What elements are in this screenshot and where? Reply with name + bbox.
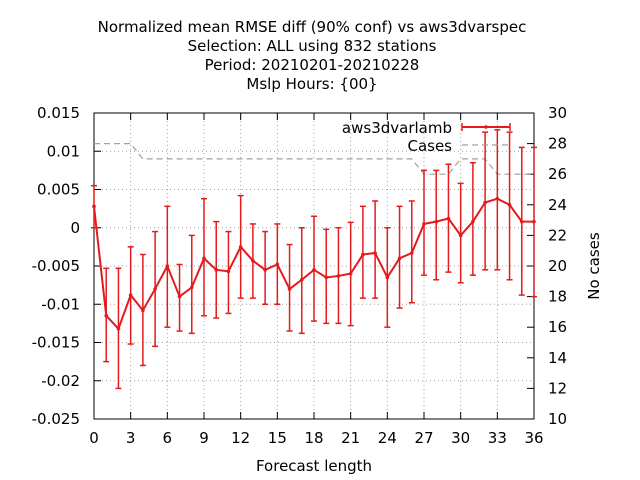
data-point (251, 258, 255, 263)
data-point (263, 268, 267, 272)
error-bar (188, 234, 195, 335)
error-bar (372, 200, 379, 299)
data-point (373, 251, 377, 255)
data-point (532, 219, 536, 224)
data-point (299, 277, 304, 282)
legend-label-aws3dvarlamb: aws3dvarlamb (342, 119, 452, 137)
y2-tick-label: 22 (548, 226, 567, 244)
x-tick-label: 15 (268, 429, 287, 447)
x-tick-label: 27 (414, 429, 433, 447)
x-tick-label: 3 (126, 429, 136, 447)
y-tick-label: -0.025 (32, 410, 80, 428)
error-bar (262, 230, 269, 305)
chart-title: Normalized mean RMSE diff (90% conf) vs … (98, 18, 527, 93)
data-point (324, 275, 329, 280)
y2-tick-label: 24 (548, 196, 567, 214)
y2-tick-label: 28 (548, 135, 567, 153)
x-axis-label: Forecast length (256, 457, 372, 475)
y2-tick-label: 18 (548, 288, 567, 306)
error-bar (359, 205, 366, 299)
data-point (422, 222, 426, 226)
y2-tick-label: 16 (548, 318, 567, 336)
data-point (128, 293, 133, 297)
legend: aws3dvarlamb Cases (342, 119, 511, 155)
y-tick-label: 0 (70, 219, 80, 237)
data-point (312, 268, 316, 272)
y-tick-label: -0.015 (32, 334, 80, 352)
data-point (116, 326, 121, 331)
y-tick-label: -0.02 (41, 372, 80, 390)
error-bar (469, 161, 476, 276)
data-point (458, 233, 463, 238)
y2-axis: 10 12 14 16 18 20 22 24 26 28 30 (527, 104, 567, 428)
x-tick-label: 36 (524, 429, 543, 447)
data-point (202, 256, 206, 261)
x-tick-label: 24 (378, 429, 397, 447)
data-point (287, 287, 292, 291)
y2-tick-label: 20 (548, 257, 567, 275)
data-point (348, 271, 353, 276)
data-point (153, 287, 157, 291)
y2-tick-label: 26 (548, 165, 567, 183)
data-point (495, 196, 500, 201)
legend-sample-aws3dvarlamb (461, 123, 511, 131)
data-point (507, 203, 512, 207)
data-point (177, 294, 182, 299)
x-tick-label: 6 (163, 429, 173, 447)
data-point (189, 285, 194, 290)
y-tick-label: 0.015 (37, 104, 80, 122)
y-tick-label: -0.01 (41, 295, 80, 313)
y-tick-label: -0.005 (32, 257, 80, 275)
data-point (141, 308, 145, 313)
y-axis: -0.025 -0.02 -0.015 -0.01 -0.005 0 0.005 0.01 0.… (32, 104, 101, 428)
data-point (434, 219, 439, 224)
x-tick-label: 21 (341, 429, 360, 447)
error-bar (457, 182, 464, 284)
legend-label-cases: Cases (407, 137, 452, 155)
y2-tick-label: 14 (548, 349, 567, 367)
series-cases (94, 143, 534, 175)
title-line: Selection: ALL using 832 stations (188, 37, 437, 55)
error-bar (433, 169, 440, 281)
series-aws3dvarlamb (91, 129, 537, 390)
data-point (409, 251, 414, 255)
data-point (446, 216, 451, 221)
y-tick-label: 0.005 (37, 181, 80, 199)
data-point (336, 274, 341, 278)
data-point (361, 252, 365, 257)
y-tick-label: 0.01 (47, 142, 80, 160)
x-axis: 0 3 6 9 12 15 18 21 24 27 30 33 36 (89, 113, 544, 447)
y2-tick-label: 30 (548, 104, 567, 122)
title-line: Normalized mean RMSE diff (90% conf) vs … (98, 18, 527, 36)
x-tick-label: 30 (451, 429, 470, 447)
x-tick-label: 18 (304, 429, 323, 447)
y2-axis-label: No cases (585, 232, 603, 300)
x-tick-label: 0 (89, 429, 99, 447)
data-point (519, 219, 524, 224)
y2-tick-label: 12 (548, 379, 567, 397)
data-point (226, 269, 231, 274)
y2-tick-label: 10 (548, 410, 567, 428)
x-tick-label: 9 (199, 429, 209, 447)
cases-line (94, 143, 534, 175)
x-tick-label: 33 (488, 429, 507, 447)
x-tick-label: 12 (231, 429, 250, 447)
data-point (214, 268, 219, 272)
data-point (165, 264, 170, 268)
data-point (385, 275, 390, 280)
data-point (238, 245, 243, 249)
title-line: Period: 20210201-20210228 (205, 56, 420, 74)
data-point (92, 204, 96, 209)
data-point (104, 313, 109, 318)
title-line: Mslp Hours: {00} (246, 75, 377, 93)
data-point (471, 219, 475, 224)
data-point (397, 256, 402, 261)
data-point (483, 200, 487, 205)
data-point (275, 262, 280, 267)
